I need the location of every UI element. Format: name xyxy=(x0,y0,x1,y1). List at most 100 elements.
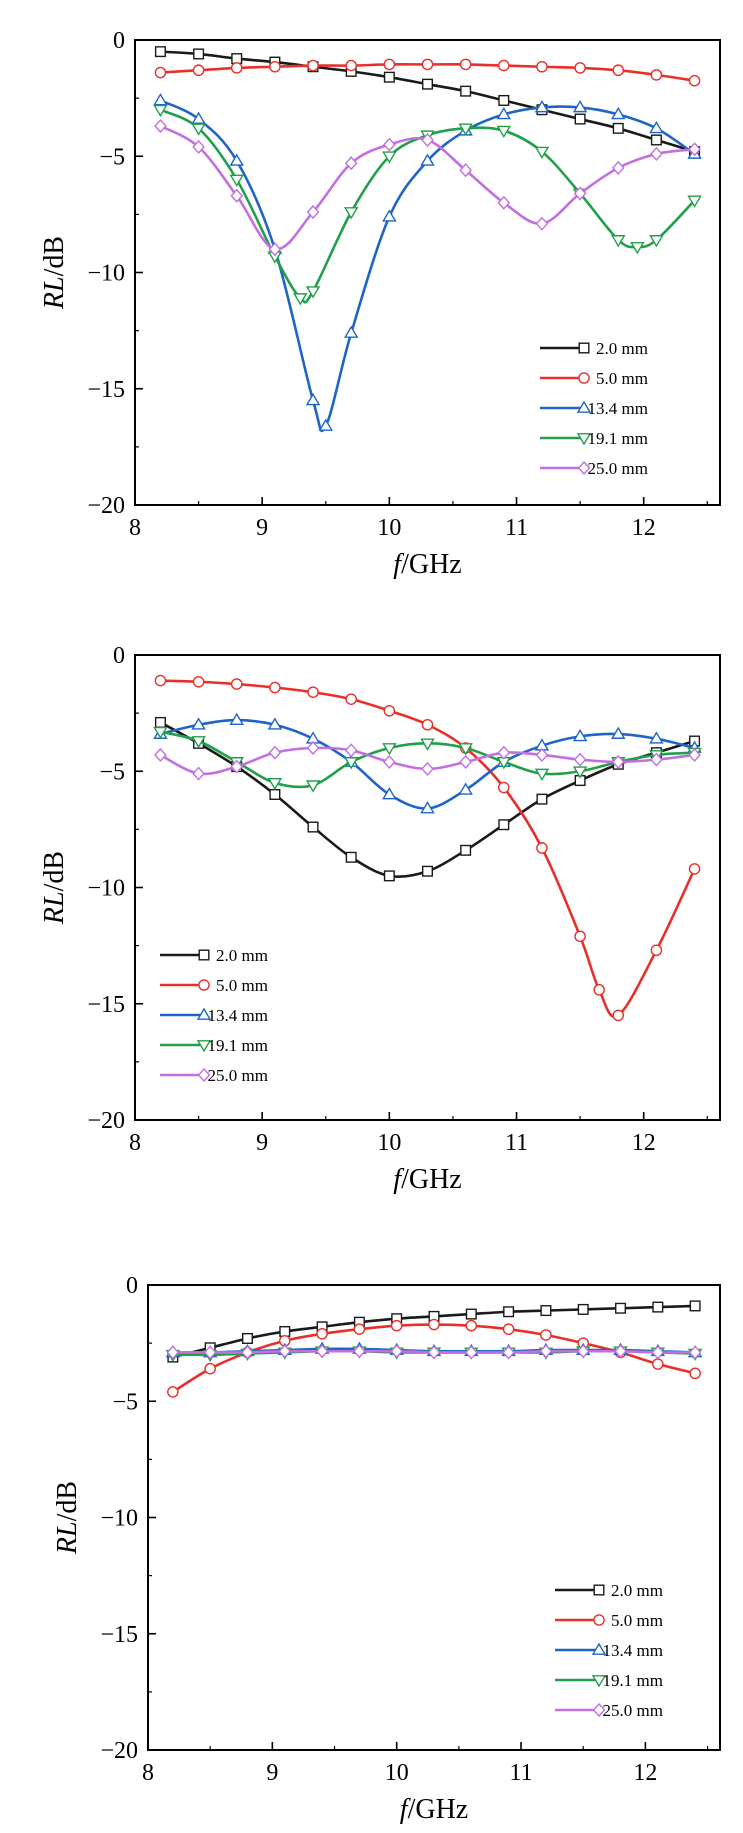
data-point xyxy=(307,59,319,72)
data-point xyxy=(577,1303,589,1315)
data-point xyxy=(269,789,281,801)
data-point xyxy=(279,1325,291,1337)
x-tick-label: 8 xyxy=(129,1130,141,1156)
data-point xyxy=(536,793,548,805)
y-tick-label: 0 xyxy=(113,643,125,669)
x-axis-label: f/GHz xyxy=(393,549,461,580)
data-point xyxy=(465,1308,477,1320)
data-point xyxy=(540,1329,552,1341)
legend-label: 2.0 mm xyxy=(611,1581,663,1600)
legend-item: 2.0 mm xyxy=(555,1581,663,1600)
data-point xyxy=(383,705,396,717)
data-point xyxy=(465,1319,478,1332)
data-point xyxy=(203,1345,217,1360)
data-point xyxy=(688,142,701,157)
y-tick-label: −5 xyxy=(99,144,125,170)
data-point xyxy=(611,726,626,739)
data-point xyxy=(573,752,587,767)
data-point xyxy=(593,984,605,996)
data-point xyxy=(573,186,587,201)
data-point xyxy=(193,48,205,60)
data-point xyxy=(649,731,664,744)
data-point xyxy=(154,118,167,134)
data-point xyxy=(383,71,395,83)
y-tick-label: −20 xyxy=(100,1738,138,1764)
chart-panel-2: 8 9 10 11 12 0 −5 −10 −15 −20 f/GHz RL/dB 2.0 mm 5.0 … xyxy=(39,643,721,1195)
legend-item: 5.0 mm xyxy=(540,369,648,388)
x-tick-label: 12 xyxy=(632,515,656,541)
data-point xyxy=(611,107,626,120)
data-point xyxy=(535,747,549,763)
data-point xyxy=(652,1358,664,1370)
x-tick-label: 8 xyxy=(142,1760,154,1786)
legend-label: 25.0 mm xyxy=(603,1701,663,1720)
data-point xyxy=(191,717,206,730)
legend-marker xyxy=(198,979,210,991)
series-5-0-mm xyxy=(154,58,701,87)
data-point xyxy=(464,1345,478,1360)
data-point xyxy=(458,743,473,756)
data-point xyxy=(612,122,624,134)
data-point xyxy=(422,78,434,90)
legend-item: 2.0 mm xyxy=(540,339,648,358)
chart-panel-3: 8 9 10 11 12 0 −5 −10 −15 −20 f/GHz RL/dB 2.0 mm 5.0 … xyxy=(52,1273,721,1825)
data-point xyxy=(421,58,434,71)
data-point xyxy=(534,146,550,159)
data-point xyxy=(241,1345,254,1360)
y-tick-label: −15 xyxy=(100,1622,138,1648)
y-tick-label: −20 xyxy=(87,1108,125,1134)
data-point xyxy=(192,64,205,77)
data-point xyxy=(192,675,205,688)
data-point xyxy=(421,718,434,731)
data-point xyxy=(307,686,319,699)
data-point xyxy=(428,1318,440,1331)
data-point xyxy=(420,738,435,751)
legend-label: 5.0 mm xyxy=(611,1611,663,1630)
x-tick-label: 9 xyxy=(256,1130,268,1156)
data-point xyxy=(154,747,167,763)
data-point xyxy=(268,745,282,760)
data-point xyxy=(496,107,512,120)
x-tick-label: 11 xyxy=(509,1760,532,1786)
data-point xyxy=(536,60,548,73)
series-line xyxy=(160,679,696,1018)
data-point xyxy=(316,1328,328,1340)
data-point xyxy=(497,745,511,760)
legend-marker xyxy=(578,342,590,354)
data-point xyxy=(612,64,625,77)
data-point xyxy=(353,1323,366,1335)
data-point xyxy=(230,62,243,74)
data-point xyxy=(427,1345,441,1360)
y-tick-label: −15 xyxy=(87,992,125,1018)
legend-item: 25.0 mm xyxy=(160,1066,268,1085)
x-tick-label: 12 xyxy=(633,1760,657,1786)
data-point xyxy=(191,111,206,124)
data-point xyxy=(576,1344,590,1359)
data-point xyxy=(420,801,435,814)
data-point xyxy=(458,123,473,136)
y-tick-label: −10 xyxy=(87,261,125,287)
data-point xyxy=(269,60,281,73)
data-point xyxy=(318,418,333,431)
data-point xyxy=(154,674,167,687)
series-25-0-mm xyxy=(154,740,701,781)
y-tick-label: −5 xyxy=(99,759,125,785)
data-point xyxy=(502,1323,515,1335)
data-point xyxy=(688,747,701,763)
chart-panel-1: 8 9 10 11 12 0 −5 −10 −15 −20 f/GHz RL/dB 2.0 mm 5.0 … xyxy=(39,28,721,580)
data-point xyxy=(229,712,244,725)
legend-label: 2.0 mm xyxy=(596,339,648,358)
data-point xyxy=(498,819,510,831)
data-point xyxy=(650,944,663,957)
data-point xyxy=(539,1344,553,1359)
legend-marker xyxy=(593,1584,605,1596)
x-tick-label: 8 xyxy=(129,515,141,541)
data-point xyxy=(383,58,396,71)
data-point xyxy=(278,1344,292,1359)
data-point xyxy=(572,100,588,113)
data-point xyxy=(650,146,663,161)
data-point xyxy=(344,156,358,171)
data-point xyxy=(353,1344,366,1359)
data-point xyxy=(383,137,396,152)
